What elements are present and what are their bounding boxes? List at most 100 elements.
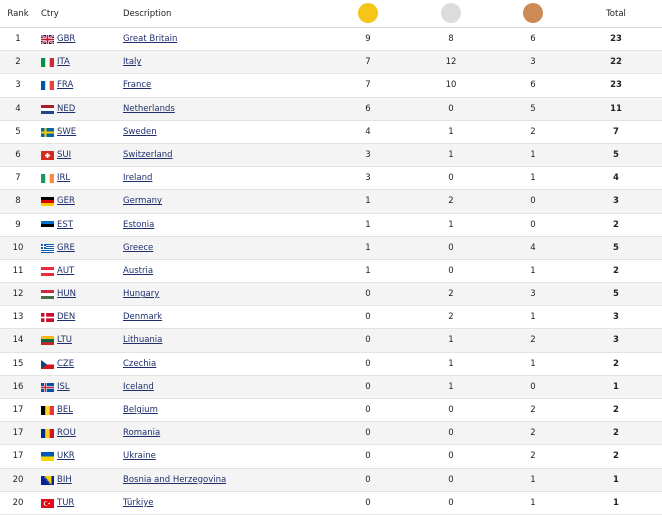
silver-count: 10 (445, 80, 457, 91)
table-row: 6 SUI Switzerland 3 1 1 5 (0, 143, 662, 168)
rank-value: 8 (15, 196, 21, 207)
gb-flag-icon (41, 35, 54, 44)
country-header[interactable]: Ctry (41, 9, 59, 19)
bronze-count: 2 (530, 335, 536, 346)
silver-medal-icon[interactable] (441, 3, 461, 23)
bronze-count: 2 (530, 126, 536, 137)
lt-flag-icon (41, 336, 54, 346)
bronze-count: 0 (530, 196, 536, 207)
country-code-link[interactable]: SUI (57, 149, 72, 160)
country-name-link[interactable]: Ireland (123, 173, 153, 184)
total-count: 23 (610, 80, 622, 91)
it-flag-icon (41, 58, 54, 68)
country-name-link[interactable]: Iceland (123, 381, 154, 392)
country-name-link[interactable]: Ukraine (123, 451, 156, 462)
rank-header[interactable]: Rank (7, 9, 29, 19)
country-name-link[interactable]: Belgium (123, 405, 158, 415)
rank-value: 14 (12, 335, 24, 346)
country-name-link[interactable]: Sweden (123, 126, 157, 137)
country-name-link[interactable]: Netherlands (123, 103, 175, 114)
country-code-link[interactable]: EST (57, 219, 73, 230)
total-count: 2 (613, 451, 619, 462)
silver-count: 2 (448, 312, 454, 323)
at-flag-icon (41, 266, 54, 276)
country-code-link[interactable]: NED (57, 103, 76, 114)
country-code-link[interactable]: GBR (57, 34, 76, 44)
country-code-link[interactable]: TUR (57, 497, 75, 508)
description-header[interactable]: Description (123, 9, 172, 19)
country-code-link[interactable]: ROU (57, 428, 76, 439)
gold-count: 0 (365, 358, 371, 369)
table-row: 20 BIH Bosnia and Herzegovina 0 0 1 1 (0, 468, 662, 492)
country-name-link[interactable]: Greece (123, 242, 154, 253)
country-code-link[interactable]: UKR (57, 451, 75, 462)
country-code-link[interactable]: LTU (57, 335, 72, 346)
table-row: 17 ROU Romania 0 0 2 2 (0, 422, 662, 446)
country-name-link[interactable]: Austria (123, 265, 154, 276)
country-code-link[interactable]: HUN (57, 289, 76, 300)
country-code-link[interactable]: GRE (57, 242, 75, 253)
gold-count: 1 (365, 219, 371, 230)
country-name-link[interactable]: France (123, 80, 152, 91)
table-row: 17 UKR Ukraine 0 0 2 2 (0, 445, 662, 469)
gold-count: 0 (365, 289, 371, 300)
rank-value: 5 (15, 126, 21, 137)
country-name-link[interactable]: Hungary (123, 289, 160, 300)
rank-value: 2 (15, 57, 21, 68)
country-name-link[interactable]: Bosnia and Herzegovina (123, 474, 227, 485)
country-code-link[interactable]: BIH (57, 474, 72, 485)
total-count: 3 (613, 196, 619, 207)
country-name-link[interactable]: Switzerland (123, 149, 173, 160)
country-name-link[interactable]: Czechia (123, 358, 157, 369)
bronze-count: 0 (530, 219, 536, 230)
total-count: 2 (613, 428, 619, 439)
gold-count: 0 (365, 405, 371, 415)
silver-count: 0 (448, 242, 454, 253)
table-row: 1 GBR Great Britain 9 8 6 23 (0, 28, 662, 52)
gold-medal-icon[interactable] (358, 3, 378, 23)
total-count: 23 (610, 34, 622, 44)
country-name-link[interactable]: Germany (123, 196, 163, 207)
table-row: 13 DEN Denmark 0 2 1 3 (0, 306, 662, 330)
bronze-count: 1 (530, 358, 536, 369)
country-name-link[interactable]: Türkiye (123, 497, 154, 508)
country-name-link[interactable]: Romania (123, 428, 161, 439)
country-code-link[interactable]: SWE (57, 126, 77, 137)
silver-count: 8 (448, 34, 454, 44)
country-name-link[interactable]: Denmark (123, 312, 163, 323)
country-code-link[interactable]: IRL (57, 173, 71, 184)
country-code-link[interactable]: GER (57, 196, 75, 207)
country-name-link[interactable]: Great Britain (123, 34, 178, 44)
table-row: 14 LTU Lithuania 0 1 2 3 (0, 329, 662, 353)
table-row: 17 BEL Belgium 0 0 2 2 (0, 399, 662, 423)
gold-count: 7 (365, 80, 371, 91)
silver-count: 0 (448, 428, 454, 439)
country-code-link[interactable]: BEL (57, 405, 73, 415)
country-code-link[interactable]: CZE (57, 358, 75, 369)
tr-flag-icon (41, 498, 54, 508)
country-name-link[interactable]: Lithuania (123, 335, 163, 346)
bronze-count: 2 (530, 451, 536, 462)
silver-count: 0 (448, 497, 454, 508)
rank-value: 7 (15, 173, 21, 184)
rank-value: 9 (15, 219, 21, 230)
silver-count: 1 (448, 126, 454, 137)
silver-count: 1 (448, 219, 454, 230)
silver-count: 0 (448, 103, 454, 114)
total-header[interactable]: Total (606, 9, 626, 19)
country-code-link[interactable]: AUT (57, 265, 75, 276)
country-code-link[interactable]: FRA (57, 80, 74, 91)
country-code-link[interactable]: ITA (57, 57, 70, 68)
rank-value: 17 (12, 451, 24, 462)
country-code-link[interactable]: DEN (57, 312, 76, 323)
country-code-link[interactable]: ISL (57, 381, 70, 392)
gold-count: 9 (365, 34, 371, 44)
rank-value: 1 (15, 34, 21, 44)
gold-count: 0 (365, 312, 371, 323)
bronze-medal-icon[interactable] (523, 3, 543, 23)
country-name-link[interactable]: Estonia (123, 219, 155, 230)
silver-count: 0 (448, 173, 454, 184)
rank-value: 11 (12, 265, 24, 276)
total-count: 2 (613, 405, 619, 415)
country-name-link[interactable]: Italy (123, 57, 142, 68)
